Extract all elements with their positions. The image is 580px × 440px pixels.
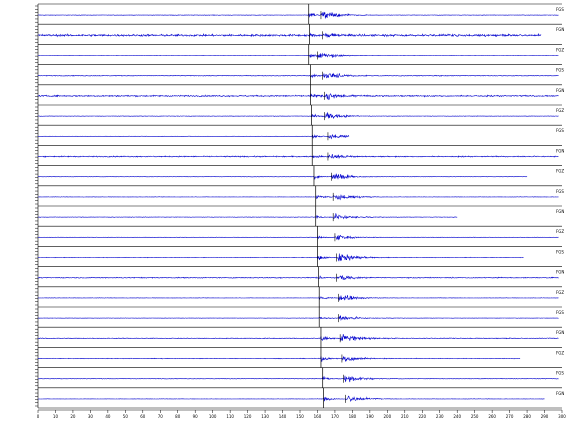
x-tick-label: 140 [279,414,287,419]
x-tick-label: 180 [349,414,357,419]
waveform-trace [37,274,559,280]
x-tick-label: 260 [488,414,496,419]
x-tick-label: 190 [366,414,374,419]
trace-label: FGZ [556,229,564,234]
waveform-trace [38,173,528,180]
x-tick-label: 270 [506,414,514,419]
waveform-trace [37,93,559,101]
trace-label: FGS [556,310,564,315]
x-tick-label: 60 [140,414,146,419]
x-tick-label: 10 [53,414,59,419]
trace-group: FGS FGN FGZ FGS FGN FGZ FGS FGN FGZ FGS FGN FGZ FGS F… [35,3,564,409]
x-tick-label: 220 [418,414,426,419]
waveform-trace [38,315,559,322]
x-tick-label: 150 [296,414,304,419]
trace-label: FGS [556,7,564,12]
x-tick-label: 210 [401,414,409,419]
trace-label: FGN [556,209,564,214]
x-tick-label: 240 [453,414,461,419]
waveform-trace [38,11,559,19]
x-tick-label: 160 [314,414,322,419]
x-tick-label: 230 [436,414,444,419]
x-tick-label: 250 [471,414,479,419]
x-axis: 0 10 20 30 40 50 60 70 80 90 100 110 120 130 140 150 160… [37,409,566,419]
waveform-trace [37,334,559,342]
waveform-trace [37,395,545,402]
waveform-trace [37,133,350,140]
x-tick-label: 170 [331,414,339,419]
x-tick-label: 290 [541,414,549,419]
x-tick-label: 90 [193,414,199,419]
trace-label: FGN [556,391,564,396]
trace-label: FGN [556,148,564,153]
x-tick-label: 200 [384,414,392,419]
trace-label: FGZ [556,290,564,295]
trace-label: FGN [556,330,564,335]
x-tick-label: 120 [244,414,252,419]
x-tick-label: 280 [523,414,531,419]
trace-label: FGN [556,88,564,93]
waveform-trace [37,154,559,159]
x-tick-label: 20 [70,414,76,419]
trace-label: FGS [556,68,564,73]
trace-label: FGN [556,27,564,32]
trace-label: FGN [556,270,564,275]
x-tick-label: 30 [88,414,94,419]
trace-label: FGZ [556,169,564,174]
waveform-trace [37,253,524,262]
x-tick-label: 0 [37,414,40,419]
trace-label: FGZ [556,350,564,355]
trace-label: FGS [556,128,564,133]
trace-label: FGZ [556,108,564,113]
trace-label: FGS [556,371,564,376]
waveform-trace [37,234,559,241]
waveform-trace [38,213,458,220]
x-tick-label: 50 [123,414,129,419]
waveform-trace [38,375,559,383]
x-tick-label: 40 [105,414,111,419]
x-tick-label: 110 [226,414,234,419]
waveform-trace [38,111,559,120]
waveform-trace [38,52,559,58]
x-tick-label: 100 [209,414,217,419]
waveform-trace [37,32,542,38]
x-tick-label: 130 [261,414,269,419]
waveform-trace [37,355,521,362]
x-tick-label: 300 [558,414,566,419]
x-tick-label: 70 [158,414,164,419]
waveform-trace [37,72,559,79]
x-tick-label: 80 [175,414,181,419]
waveform-trace [37,295,559,301]
trace-label: FGZ [556,47,564,52]
trace-label: FGS [556,189,564,194]
trace-label: FGS [556,249,564,254]
waveform-trace [37,194,559,201]
